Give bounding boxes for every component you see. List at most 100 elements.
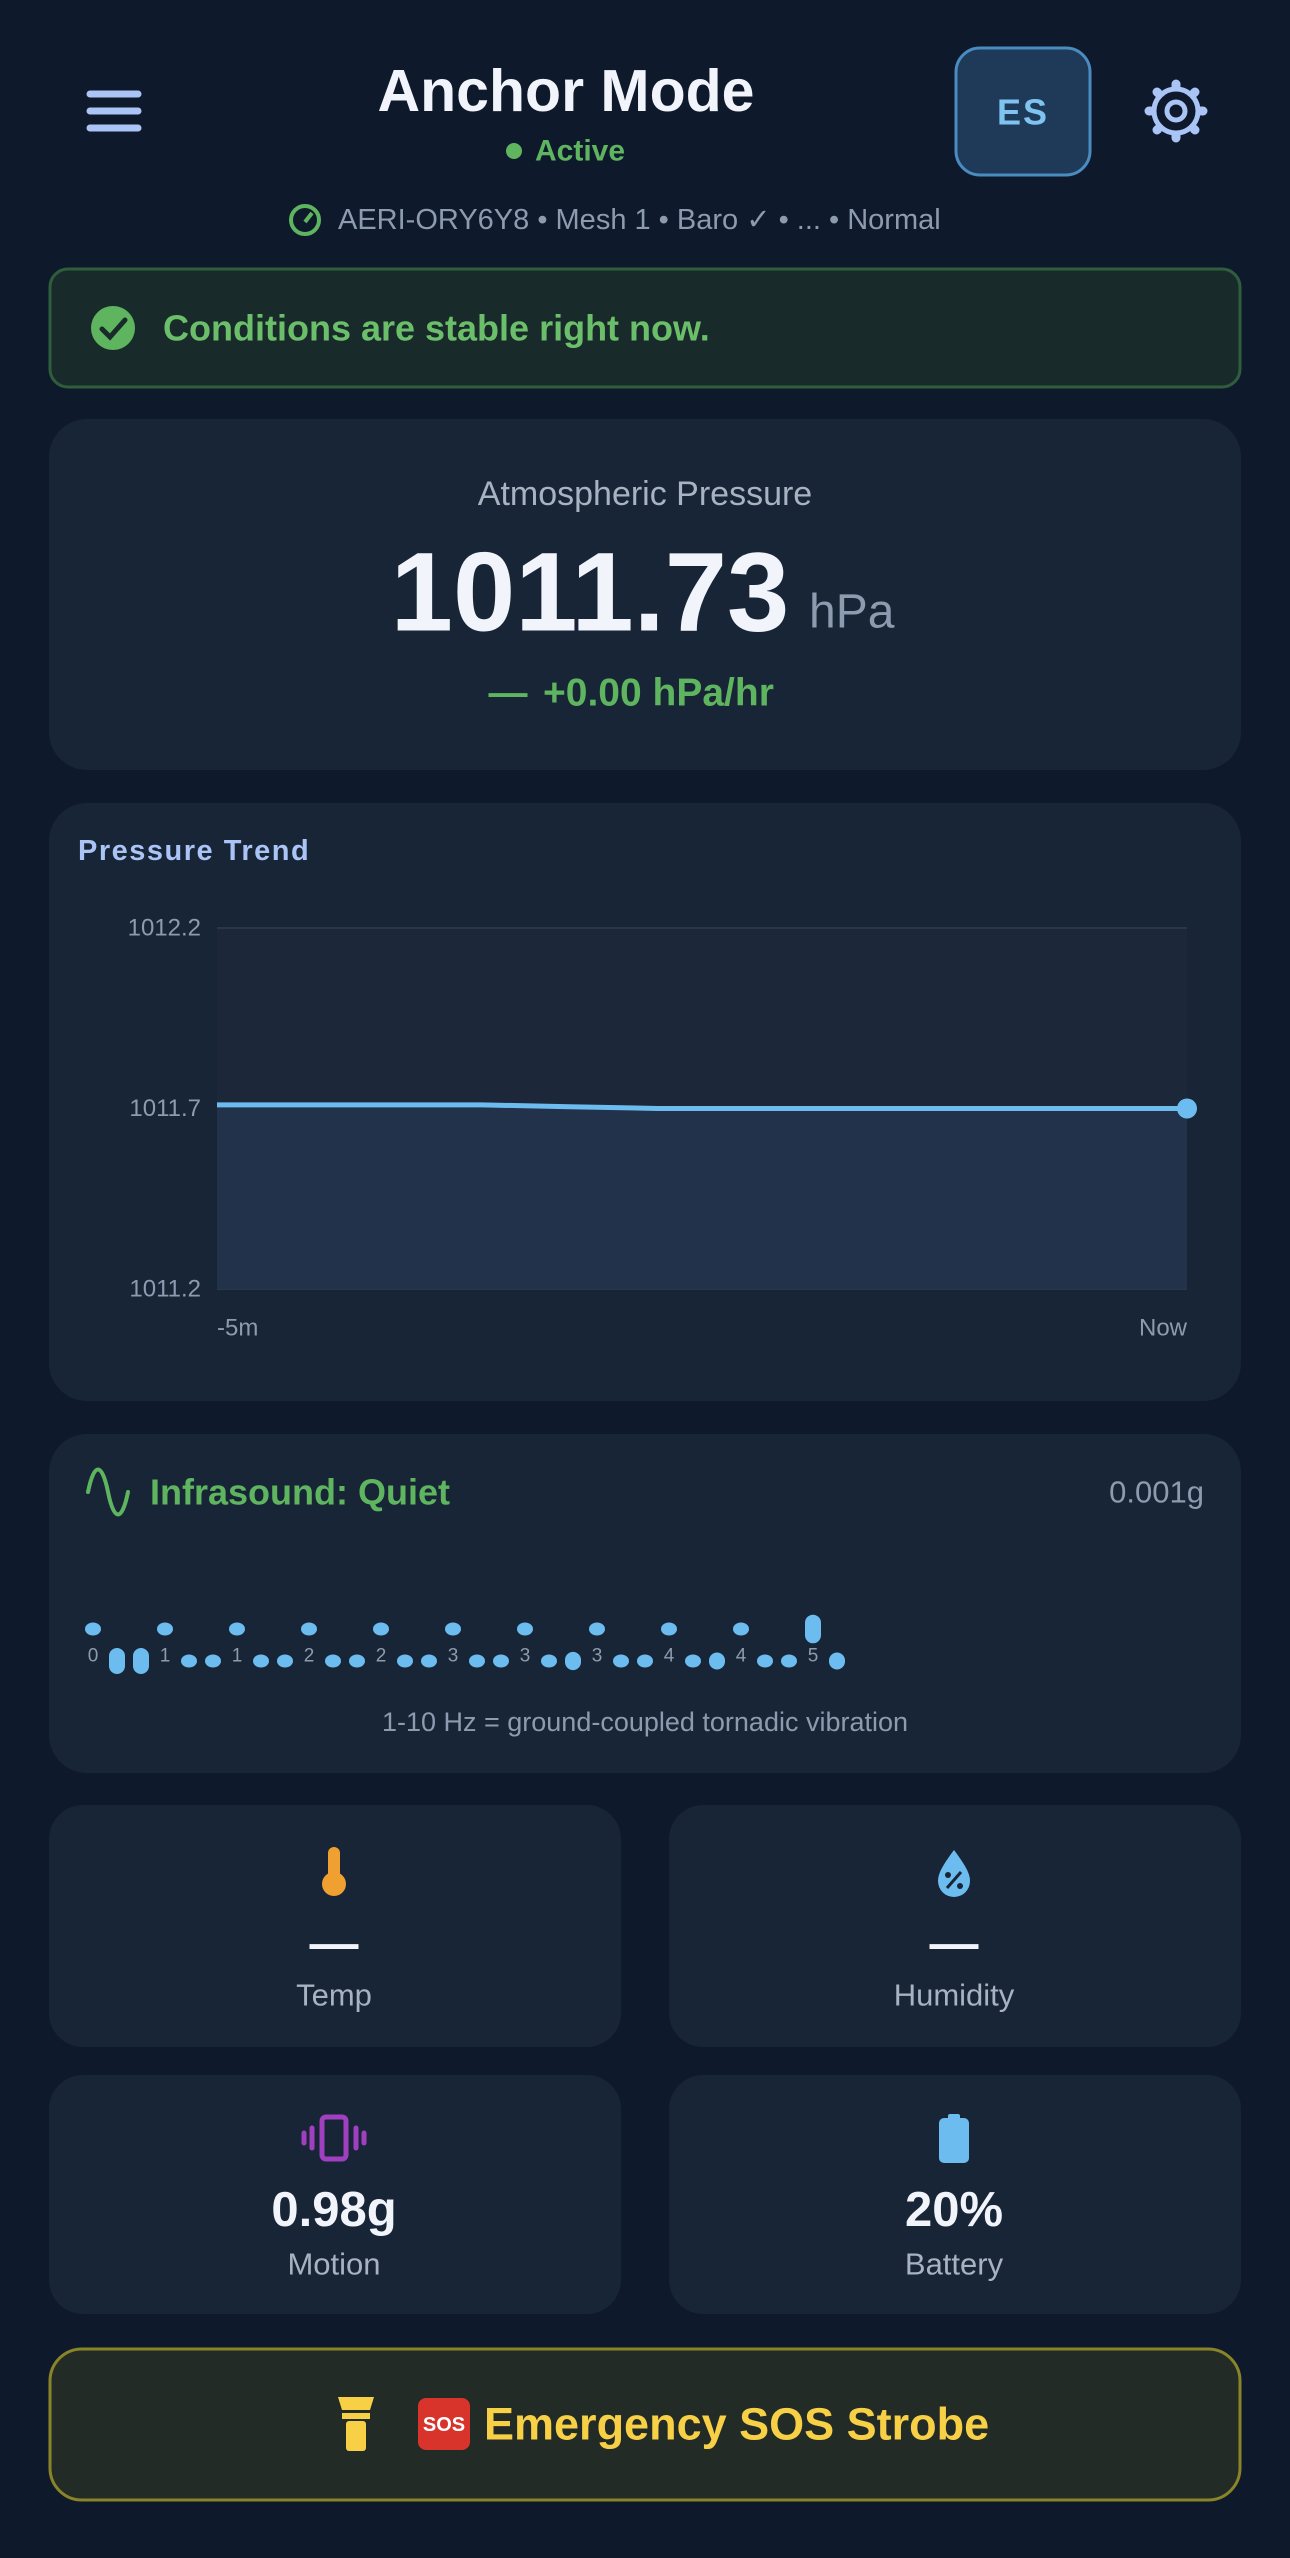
tile-label: Humidity <box>894 1978 1015 2013</box>
y-tick-label: 1012.2 <box>128 915 201 942</box>
infrasound-bin <box>85 1622 101 1636</box>
infrasound-bin <box>781 1654 797 1668</box>
motion-tile <box>49 2075 621 2314</box>
infrasound-bin <box>397 1654 413 1668</box>
bin-label: 4 <box>736 1646 747 1667</box>
infrasound-bin <box>757 1654 773 1668</box>
sos-button-box <box>48 2347 1242 2502</box>
infrasound-bin <box>157 1622 173 1636</box>
alert-text: Conditions are stable right now. <box>163 308 710 349</box>
x-label: Now <box>1139 1315 1188 1342</box>
infrasound-bin <box>445 1622 461 1636</box>
bin-label: 5 <box>808 1646 819 1667</box>
infrasound-bin <box>133 1648 149 1674</box>
humidity-icon <box>938 1850 970 1897</box>
infrasound-title: Infrasound: Quiet <box>150 1472 450 1513</box>
trend-title: Pressure Trend <box>78 835 310 867</box>
infrasound-bin <box>301 1622 317 1636</box>
bin-label: 3 <box>592 1646 603 1667</box>
device-info: AERI-ORY6Y8 • Mesh 1 • Baro ✓ • ... • No… <box>338 204 941 236</box>
battery-tile <box>669 2075 1241 2314</box>
status: Active <box>535 135 625 168</box>
infrasound-bin <box>469 1654 485 1668</box>
infrasound-bin <box>613 1654 629 1668</box>
infrasound-bin <box>205 1654 221 1668</box>
infrasound-bin <box>229 1622 245 1636</box>
vibration-icon <box>301 2114 367 2162</box>
flashlight-icon <box>338 2397 374 2451</box>
infrasound-bin <box>709 1652 725 1670</box>
infrasound-bin <box>109 1648 125 1674</box>
infrasound-caption: 1-10 Hz = ground-coupled tornadic vibrat… <box>382 1707 908 1737</box>
trend-end-point <box>1177 1098 1197 1119</box>
gear-teeth <box>1144 79 1208 143</box>
infrasound-bin <box>253 1654 269 1668</box>
wave-icon <box>86 1467 130 1517</box>
infrasound-bin <box>829 1652 845 1670</box>
trend-line <box>217 1102 1187 1111</box>
settings-button[interactable] <box>1144 79 1208 143</box>
language-button-box <box>954 46 1092 177</box>
menu-button[interactable] <box>86 90 142 132</box>
bin-label: 0 <box>88 1646 99 1667</box>
device-icon <box>289 204 321 236</box>
pressure-value: 1011.73 <box>391 530 790 655</box>
thermometer-icon <box>322 1847 346 1896</box>
infrasound-bin <box>637 1654 653 1668</box>
check-icon <box>91 306 135 350</box>
bin-label: 2 <box>304 1646 315 1667</box>
pressure-label: Atmospheric Pressure <box>478 475 812 513</box>
infrasound-bin <box>589 1622 605 1636</box>
infrasound-bin <box>325 1654 341 1668</box>
x-label: -5m <box>217 1315 258 1342</box>
temp-tile <box>49 1805 621 2047</box>
tile-value: 0.98g <box>271 2183 396 2237</box>
infrasound-bin <box>181 1654 197 1668</box>
infrasound-bin <box>805 1614 821 1644</box>
infrasound-card <box>49 1434 1241 1773</box>
gear-hub <box>1164 99 1188 123</box>
sos-badge-text: SOS <box>423 2414 465 2436</box>
tile-label: Motion <box>287 2247 380 2282</box>
infrasound-bin <box>277 1654 293 1668</box>
infrasound-bin <box>541 1654 557 1668</box>
language-button[interactable]: ES <box>954 46 1092 177</box>
tile-label: Temp <box>296 1978 372 2013</box>
infrasound-peak: 0.001g <box>1109 1475 1204 1510</box>
bin-label: 2 <box>376 1646 387 1667</box>
bin-label: 3 <box>520 1646 531 1667</box>
pressure-unit: hPa <box>809 586 895 639</box>
infrasound-bin <box>373 1622 389 1636</box>
bin-label: 3 <box>448 1646 459 1667</box>
y-tick-label: 1011.2 <box>129 1276 201 1303</box>
page-title: Anchor Mode <box>378 58 755 124</box>
trend-area <box>217 1104 1187 1289</box>
infrasound-bin <box>565 1651 581 1671</box>
infrasound-bin <box>733 1622 749 1636</box>
infrasound-bin <box>685 1654 701 1668</box>
check-mark <box>99 317 128 341</box>
tile-value: 20% <box>905 2183 1003 2237</box>
infrasound-bin <box>421 1654 437 1668</box>
infrasound-bin <box>517 1622 533 1636</box>
sos-label: Emergency SOS Strobe <box>484 2399 989 2450</box>
battery-icon <box>939 2114 969 2163</box>
status-dot <box>506 143 522 159</box>
tile-value: — <box>310 1917 359 1971</box>
humidity-tile <box>669 1805 1241 2047</box>
bin-label: 4 <box>664 1646 675 1667</box>
sos-badge <box>418 2398 470 2450</box>
infrasound-bin <box>349 1654 365 1668</box>
sos-button[interactable]: SOS Emergency SOS Strobe <box>48 2347 1242 2502</box>
tile-value: — <box>930 1917 979 1971</box>
pressure-card <box>49 419 1241 770</box>
trend-icon: — <box>489 672 528 715</box>
pressure-trend: +0.00 hPa/hr <box>543 672 774 715</box>
infrasound-bin <box>661 1622 677 1636</box>
language-label: ES <box>997 92 1049 133</box>
bin-label: 1 <box>160 1646 171 1667</box>
bin-label: 1 <box>232 1646 243 1667</box>
alert-box <box>48 267 1242 389</box>
